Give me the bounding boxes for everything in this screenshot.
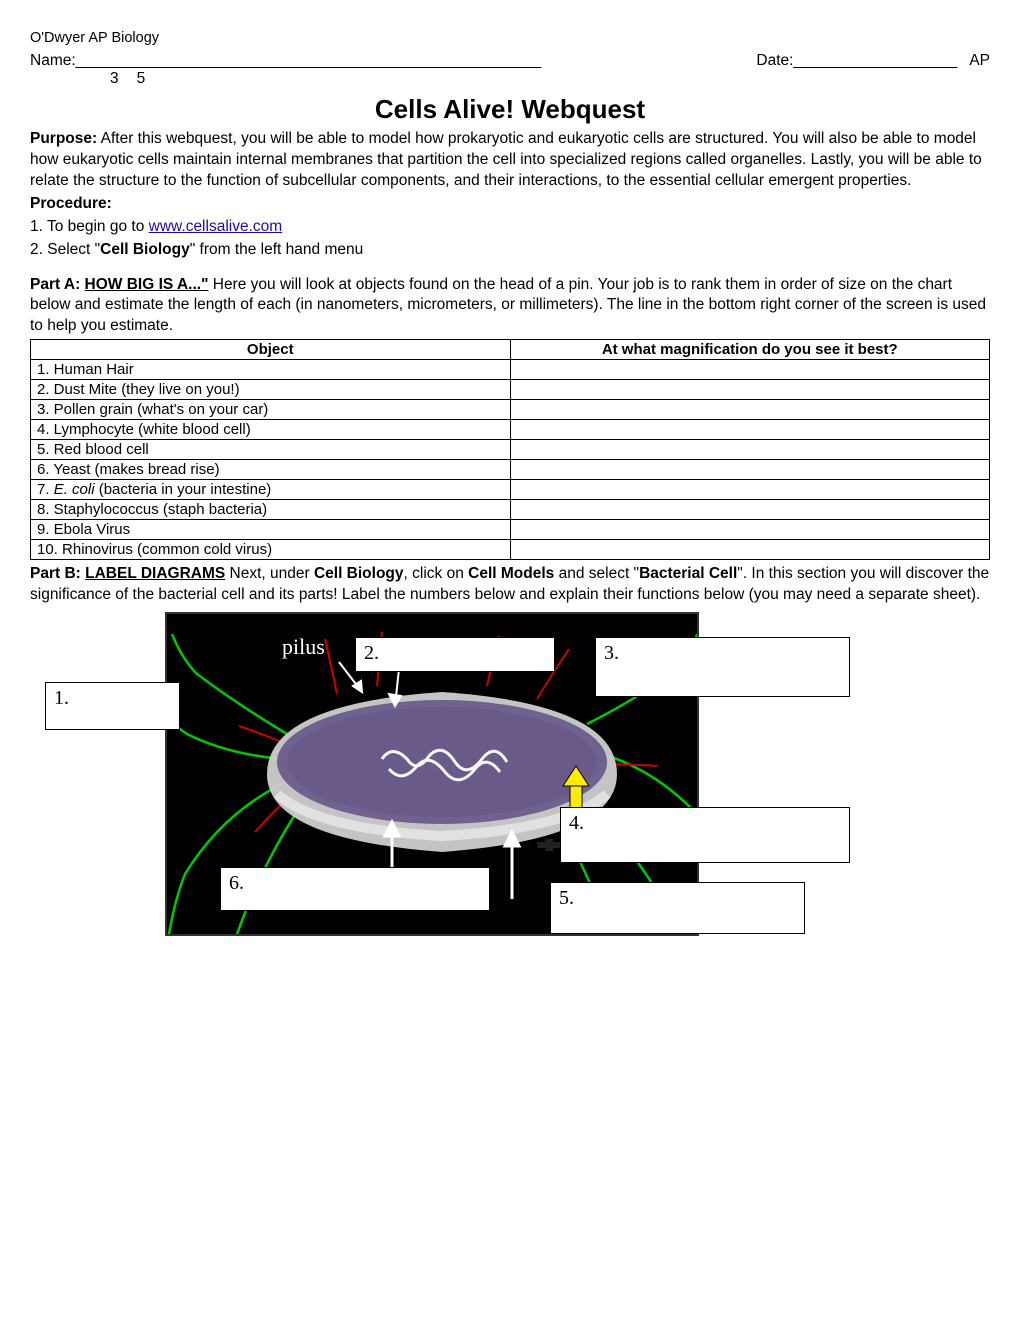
part-a-heading: HOW BIG IS A..."	[85, 276, 209, 293]
date-field: Date:___________________	[756, 52, 957, 69]
subnum-a: 3	[110, 70, 137, 87]
ap-label: AP	[969, 52, 990, 69]
label-6: 6.	[220, 867, 490, 911]
cell-magnification	[510, 400, 990, 420]
sub-numbers: 35	[110, 70, 990, 88]
cell-object: 7. E. coli (bacteria in your intestine)	[31, 480, 511, 500]
label-1: 1.	[45, 682, 180, 730]
cell-magnification	[510, 460, 990, 480]
label-5: 5.	[550, 882, 805, 934]
step2-a: 2. Select "	[30, 241, 100, 258]
table-row: 10. Rhinovirus (common cold virus)	[31, 540, 990, 560]
procedure-step-2: 2. Select "Cell Biology" from the left h…	[30, 240, 990, 261]
table-row: 5. Red blood cell	[31, 440, 990, 460]
table-row: 4. Lymphocyte (white blood cell)	[31, 420, 990, 440]
cell-magnification	[510, 500, 990, 520]
cell-magnification	[510, 480, 990, 500]
cell-object: 4. Lymphocyte (white blood cell)	[31, 420, 511, 440]
pilus-label: pilus	[282, 634, 325, 660]
table-row: 3. Pollen grain (what's on your car)	[31, 400, 990, 420]
part-b-label: Part B:	[30, 565, 85, 582]
pb-b1: Cell Biology	[314, 565, 404, 582]
date-ap: Date:___________________ AP	[756, 52, 990, 70]
purpose-paragraph: Purpose: After this webquest, you will b…	[30, 129, 990, 192]
cell-magnification	[510, 360, 990, 380]
pb-b3: Bacterial Cell	[639, 565, 737, 582]
pb-t3: and select "	[554, 565, 639, 582]
cell-object: 2. Dust Mite (they live on you!)	[31, 380, 511, 400]
cell-object: 6. Yeast (makes bread rise)	[31, 460, 511, 480]
bacterial-cell-diagram: pilus 1. 2. 3. 4. 5. 6.	[165, 612, 855, 942]
th-object: Object	[31, 340, 511, 360]
subnum-b: 5	[137, 70, 164, 87]
cell-object: 5. Red blood cell	[31, 440, 511, 460]
table-row: 6. Yeast (makes bread rise)	[31, 460, 990, 480]
cell-object: 3. Pollen grain (what's on your car)	[31, 400, 511, 420]
part-a-paragraph: Part A: HOW BIG IS A..." Here you will l…	[30, 275, 990, 338]
step1-text: 1. To begin go to	[30, 218, 149, 235]
cell-magnification	[510, 380, 990, 400]
procedure-step-1: 1. To begin go to www.cellsalive.com	[30, 217, 990, 238]
th-magnification: At what magnification do you see it best…	[510, 340, 990, 360]
name-field: Name:___________________________________…	[30, 52, 541, 70]
purpose-text: After this webquest, you will be able to…	[30, 130, 982, 189]
step2-bold: Cell Biology	[100, 241, 190, 258]
part-b-paragraph: Part B: LABEL DIAGRAMS Next, under Cell …	[30, 564, 990, 606]
part-b-heading: LABEL DIAGRAMS	[85, 565, 225, 582]
cellsalive-link[interactable]: www.cellsalive.com	[149, 218, 283, 235]
cell-object: 9. Ebola Virus	[31, 520, 511, 540]
part-a-label: Part A:	[30, 276, 85, 293]
purpose-label: Purpose:	[30, 130, 97, 147]
label-2: 2.	[355, 637, 555, 672]
cell-object: 1. Human Hair	[31, 360, 511, 380]
pb-t2: , click on	[404, 565, 469, 582]
table-row: 1. Human Hair	[31, 360, 990, 380]
pb-b2: Cell Models	[468, 565, 554, 582]
cell-magnification	[510, 420, 990, 440]
step2-b: " from the left hand menu	[190, 241, 364, 258]
name-date-row: Name:___________________________________…	[30, 52, 990, 70]
cell-object: 10. Rhinovirus (common cold virus)	[31, 540, 511, 560]
label-4: 4.	[560, 807, 850, 863]
pb-t1: Next, under	[225, 565, 314, 582]
size-table: Object At what magnification do you see …	[30, 339, 990, 560]
cell-magnification	[510, 520, 990, 540]
table-row: 7. E. coli (bacteria in your intestine)	[31, 480, 990, 500]
table-row: 2. Dust Mite (they live on you!)	[31, 380, 990, 400]
cell-magnification	[510, 440, 990, 460]
table-row: 8. Staphylococcus (staph bacteria)	[31, 500, 990, 520]
table-row: 9. Ebola Virus	[31, 520, 990, 540]
cell-object: 8. Staphylococcus (staph bacteria)	[31, 500, 511, 520]
page-title: Cells Alive! Webquest	[30, 94, 990, 125]
cell-magnification	[510, 540, 990, 560]
procedure-label: Procedure:	[30, 194, 990, 215]
label-3: 3.	[595, 637, 850, 697]
course-header: O'Dwyer AP Biology	[30, 30, 990, 46]
